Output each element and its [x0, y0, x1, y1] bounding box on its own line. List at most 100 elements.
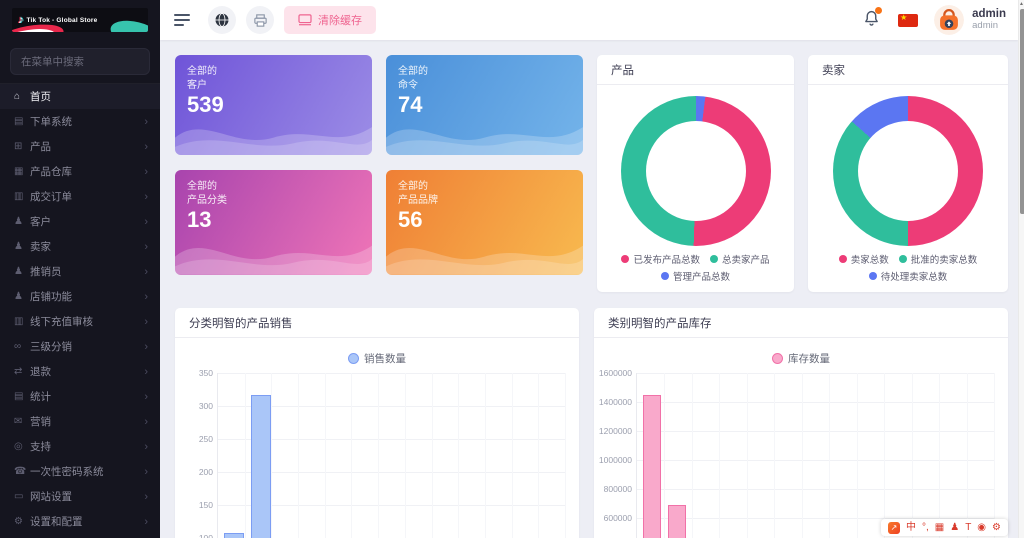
- y-axis-tick: 600000: [603, 513, 632, 523]
- scrollbar-thumb[interactable]: [1019, 9, 1024, 214]
- bar-chart-plot[interactable]: 350300250200150100500: [199, 368, 566, 538]
- legend-item[interactable]: 管理产品总数: [660, 269, 730, 283]
- chart-legend[interactable]: 销售数量: [175, 351, 579, 365]
- y-axis-tick: 350: [198, 368, 213, 378]
- sidebar-item-11[interactable]: ⇄ 退款 ›: [0, 359, 160, 384]
- stock-bar-chart-card: 类别明智的产品库存 库存数量 1600000 1400000 1200000 1000…: [594, 308, 1008, 538]
- gridline: [271, 373, 273, 538]
- voice-icon[interactable]: °,: [921, 521, 929, 533]
- bar-0[interactable]: [643, 394, 661, 538]
- notifications-button[interactable]: [863, 6, 883, 32]
- gridline: [538, 373, 540, 538]
- sidebar-item-9[interactable]: ▥ 线下充值审核 ›: [0, 309, 160, 334]
- sidebar-item-13[interactable]: ✉ 营销 ›: [0, 409, 160, 434]
- stat-prefix: 全部的: [398, 66, 428, 77]
- gridline: [511, 373, 513, 538]
- bar-chart-plot[interactable]: 1600000 1400000 1200000 1000000 800000 600000…: [599, 368, 995, 538]
- chart-legend[interactable]: 库存数量: [594, 351, 1008, 365]
- chevron-right-icon: ›: [144, 365, 148, 378]
- user-name: admin: [972, 7, 1006, 20]
- sidebar-item-label: 营销: [30, 416, 51, 428]
- y-axis-tick: 300: [198, 401, 213, 411]
- print-button[interactable]: [246, 6, 274, 34]
- sidebar-item-5[interactable]: ♟ 客户 ›: [0, 209, 160, 234]
- skin-icon[interactable]: T: [965, 521, 972, 533]
- sidebar-item-4[interactable]: ▥ 成交订单 ›: [0, 184, 160, 209]
- gridline: [939, 373, 941, 538]
- gridline: [994, 373, 995, 538]
- chinese-mode-icon[interactable]: 中: [905, 521, 916, 533]
- chevron-right-icon: ›: [144, 340, 148, 353]
- sogou-logo-icon[interactable]: ↗: [887, 521, 900, 534]
- clear-cache-button[interactable]: 清除缓存: [284, 6, 376, 34]
- bar-1[interactable]: [668, 504, 686, 538]
- gridline: [637, 373, 994, 374]
- bar-0[interactable]: [224, 533, 244, 538]
- legend-item[interactable]: 已发布产品总数: [621, 252, 700, 266]
- legend-item[interactable]: 批准的卖家总数: [898, 252, 977, 266]
- stat-card-3[interactable]: 全部的 产品品牌 56: [386, 170, 583, 275]
- sidebar-item-15[interactable]: ☎ 一次性密码系统 ›: [0, 459, 160, 484]
- chevron-right-icon: ›: [144, 240, 148, 253]
- stat-label: 客户: [187, 79, 207, 91]
- hamburger-menu-icon[interactable]: [174, 11, 194, 29]
- sidebar-item-0[interactable]: ⌂ 首页: [0, 84, 160, 109]
- gridline: [637, 489, 994, 490]
- sidebar-item-12[interactable]: ▤ 统计 ›: [0, 384, 160, 409]
- stat-card-1[interactable]: 全部的 命令 74: [386, 55, 583, 155]
- user-menu[interactable]: admin admin: [972, 8, 1006, 32]
- globe-button[interactable]: [208, 6, 236, 34]
- donut-chart[interactable]: [833, 96, 983, 246]
- stat-card-0[interactable]: 全部的 客户 539: [175, 55, 372, 155]
- sidebar-item-label: 首页: [30, 91, 51, 103]
- legend-item[interactable]: 总卖家产品: [710, 252, 770, 266]
- gridline: [218, 406, 565, 407]
- printer-icon: [253, 13, 267, 27]
- legend-dot-icon: [621, 255, 630, 263]
- app-logo[interactable]: ♪ Tik Tok - Global Store: [12, 8, 148, 32]
- person-icon[interactable]: ♟: [950, 521, 960, 533]
- sidebar-item-7[interactable]: ♟ 推销员 ›: [0, 259, 160, 284]
- sidebar-item-17[interactable]: ⚙ 设置和配置 ›: [0, 509, 160, 534]
- gridline: [829, 373, 831, 538]
- sidebar-item-label: 产品仓库: [30, 166, 72, 178]
- donut-chart[interactable]: [620, 96, 771, 246]
- wheel-icon[interactable]: ◉: [977, 521, 987, 533]
- scroll-up-icon[interactable]: ▲: [1019, 1, 1024, 7]
- panel-title: 类别明智的产品库存: [608, 317, 712, 330]
- page-scrollbar[interactable]: ▲: [1018, 0, 1024, 538]
- sidebar-item-1[interactable]: ▤ 下单系统 ›: [0, 109, 160, 134]
- stat-label: 产品品牌: [398, 194, 438, 206]
- sidebar-item-6[interactable]: ♟ 卖家 ›: [0, 234, 160, 259]
- ime-settings-icon[interactable]: ⚙: [992, 521, 1001, 533]
- bar-1[interactable]: [251, 394, 271, 538]
- gridline: [298, 373, 300, 538]
- sidebar-item-10[interactable]: ∞ 三级分销 ›: [0, 334, 160, 359]
- language-flag-button[interactable]: ★: [898, 12, 919, 27]
- support-icon: ◎: [14, 441, 23, 452]
- avatar[interactable]: [934, 5, 965, 35]
- sidebar-item-16[interactable]: ▭ 网站设置 ›: [0, 484, 160, 509]
- keyboard-icon[interactable]: ▦: [934, 521, 945, 533]
- gridline: [719, 373, 721, 538]
- flag-star-icon: ★: [900, 12, 908, 22]
- legend-item[interactable]: 卖家总数: [838, 252, 889, 266]
- legend-item[interactable]: 待处理卖家总数: [868, 269, 947, 283]
- legend-label: 卖家总数: [850, 255, 889, 266]
- sidebar-item-2[interactable]: ⊞ 产品 ›: [0, 134, 160, 159]
- topbar: 清除缓存 ★ admin admin: [160, 0, 1018, 40]
- stat-card-2[interactable]: 全部的 产品分类 13: [175, 170, 372, 275]
- sidebar-item-14[interactable]: ◎ 支持 ›: [0, 434, 160, 459]
- sidebar-item-8[interactable]: ♟ 店铺功能 ›: [0, 284, 160, 309]
- sidebar-item-3[interactable]: ▦ 产品仓库 ›: [0, 159, 160, 184]
- bell-icon: [865, 10, 878, 26]
- orders-icon: ▥: [14, 191, 24, 202]
- sidebar-item-label: 退款: [30, 366, 51, 378]
- stat-value: 13: [187, 207, 212, 232]
- gridline: [218, 472, 565, 473]
- main-content: 全部的 客户 539 全部的 命令 74 全部的 产品分类 13 全部的 产品品…: [160, 40, 1018, 538]
- panel-title: 卖家: [822, 64, 845, 77]
- legend-label: 销售数量: [364, 352, 406, 365]
- menu-search-input[interactable]: [10, 48, 150, 75]
- gridline: [218, 439, 565, 440]
